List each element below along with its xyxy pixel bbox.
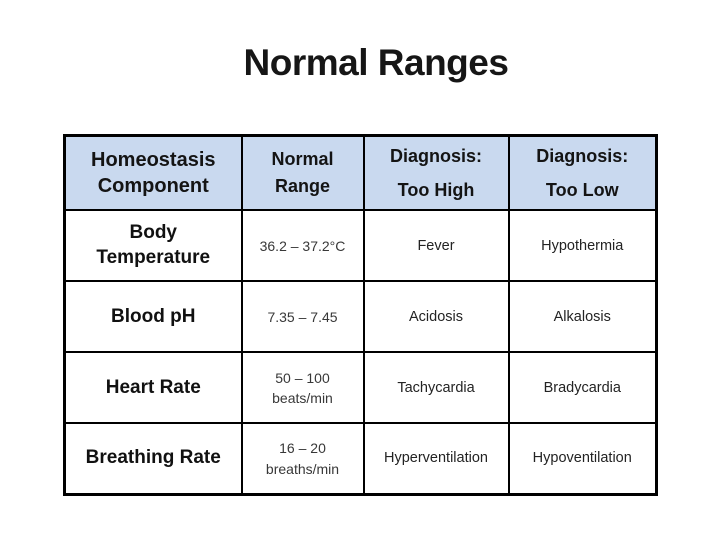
- cell-too-low: Hypothermia: [507, 209, 658, 283]
- table-header-row: Homeostasis Component Normal Range Diagn…: [63, 134, 658, 212]
- header-diagnosis-too-high: Diagnosis: Too High: [362, 134, 510, 212]
- cell-normal-range: 16 – 20 breaths/min: [240, 422, 365, 496]
- table-row: Heart Rate 50 – 100 beats/min Tachycardi…: [63, 351, 658, 425]
- header-normal-range: Normal Range: [240, 134, 365, 212]
- cell-component: Heart Rate: [63, 351, 243, 425]
- normal-ranges-table: Homeostasis Component Normal Range Diagn…: [63, 134, 658, 496]
- cell-normal-range: 50 – 100 beats/min: [240, 351, 365, 425]
- cell-too-low: Hypoventilation: [507, 422, 658, 496]
- cell-component: Blood pH: [63, 280, 243, 354]
- cell-normal-range: 7.35 – 7.45: [240, 280, 365, 354]
- table-row: Breathing Rate 16 – 20 breaths/min Hyper…: [63, 422, 658, 496]
- header-diagnosis-too-low: Diagnosis: Too Low: [507, 134, 658, 212]
- page-title: Normal Ranges: [243, 42, 509, 83]
- cell-component: Body Temperature: [63, 209, 243, 283]
- cell-too-high: Acidosis: [362, 280, 510, 354]
- cell-too-high: Fever: [362, 209, 510, 283]
- cell-too-high: Tachycardia: [362, 351, 510, 425]
- cell-too-low: Alkalosis: [507, 280, 658, 354]
- cell-component: Breathing Rate: [63, 422, 243, 496]
- cell-too-low: Bradycardia: [507, 351, 658, 425]
- table-row: Blood pH 7.35 – 7.45 Acidosis Alkalosis: [63, 280, 658, 354]
- cell-normal-range: 36.2 – 37.2°C: [240, 209, 365, 283]
- table-row: Body Temperature 36.2 – 37.2°C Fever Hyp…: [63, 209, 658, 283]
- cell-too-high: Hyperventilation: [362, 422, 510, 496]
- header-homeostasis-component: Homeostasis Component: [63, 134, 243, 212]
